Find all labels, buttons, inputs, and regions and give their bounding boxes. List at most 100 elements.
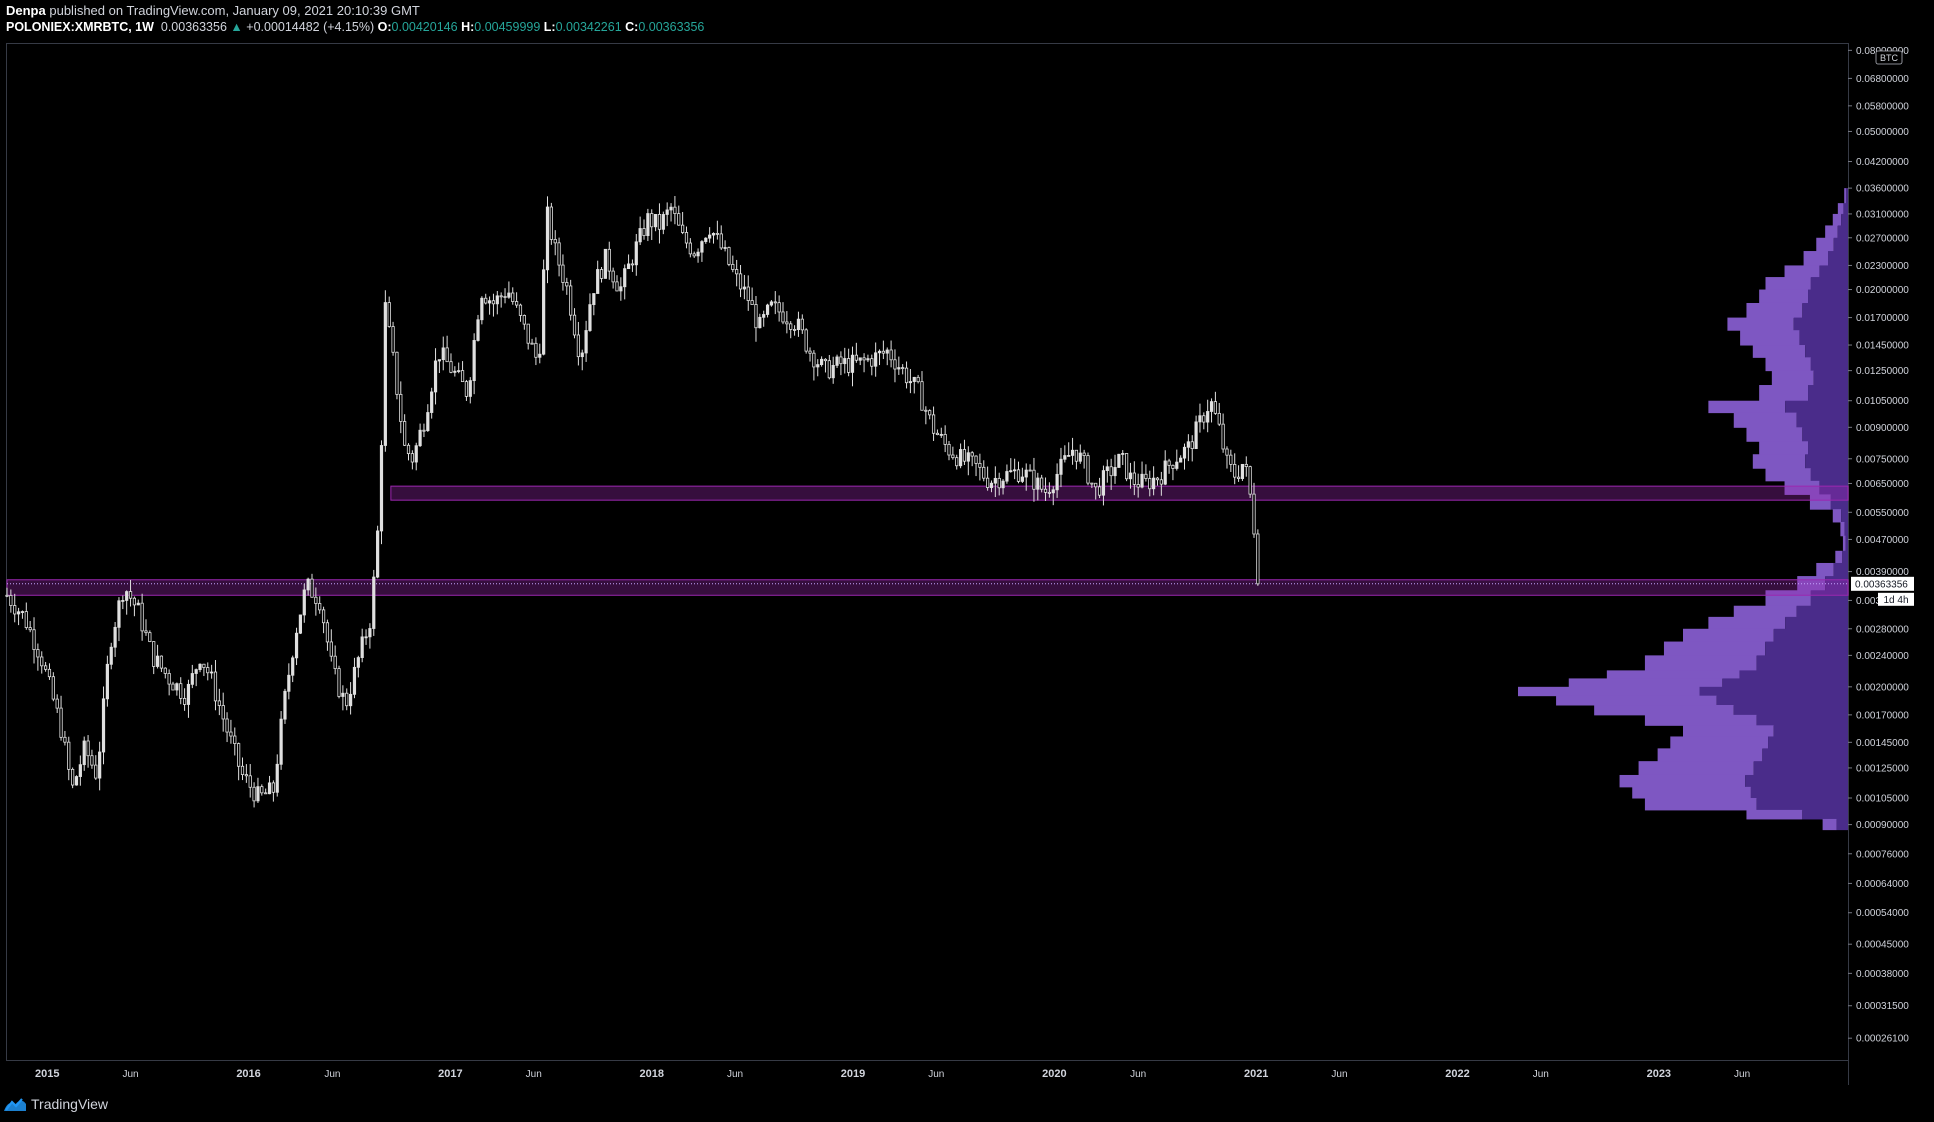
volume-profile-bar xyxy=(1644,714,1757,726)
time-tick-label: Jun xyxy=(1130,1069,1146,1080)
candle-body xyxy=(310,578,314,598)
candle xyxy=(248,764,252,798)
candle-body xyxy=(804,329,808,352)
candle-body xyxy=(1082,452,1086,456)
currency-badge[interactable]: BTC xyxy=(1875,50,1903,65)
candle xyxy=(430,387,434,419)
candle xyxy=(229,719,233,744)
candle xyxy=(1055,463,1059,498)
candle xyxy=(136,599,140,606)
price-tick-label: 0.00390000 xyxy=(1856,567,1909,578)
time-axis[interactable]: 2015 Jun 2016 Jun 2017 Jun 2018 Jun 2019 Jun 2020 J… xyxy=(35,1068,1750,1080)
candle-body xyxy=(155,655,160,667)
candle-body xyxy=(588,304,592,331)
candle-body xyxy=(661,214,665,230)
candle-body xyxy=(692,253,696,257)
candle xyxy=(1117,453,1121,468)
candle-body xyxy=(870,358,874,367)
candle-body xyxy=(59,707,63,738)
candle xyxy=(345,688,349,711)
candle-body xyxy=(997,477,1001,489)
author-name[interactable]: Denpa xyxy=(6,3,46,18)
price-tick-label: 0.06800000 xyxy=(1856,74,1909,85)
symbol-label: POLONIEX:XMRBTC, 1W xyxy=(6,20,154,34)
tradingview-logo[interactable]: TradingView xyxy=(4,1092,108,1116)
volume-profile-bar-inner xyxy=(1845,535,1848,552)
candle xyxy=(20,610,25,619)
candle xyxy=(877,349,882,366)
candle-body xyxy=(86,740,90,757)
price-tick-label: 0.00038000 xyxy=(1856,969,1909,980)
candle xyxy=(1221,413,1225,453)
candle-body xyxy=(125,591,129,601)
candle-body xyxy=(542,269,546,355)
support-zone[interactable] xyxy=(390,485,1849,501)
candle xyxy=(414,442,418,471)
candle-body xyxy=(186,683,191,705)
candle-body xyxy=(615,281,619,292)
candle xyxy=(823,358,828,373)
candle-body xyxy=(491,300,496,305)
candle xyxy=(1074,449,1079,470)
volume-profile-bar-inner xyxy=(1841,213,1848,226)
candle-body xyxy=(9,595,13,606)
candle-body xyxy=(128,591,133,599)
candle xyxy=(580,349,584,371)
candle xyxy=(445,335,449,363)
candle-body xyxy=(1016,469,1021,482)
candle-body xyxy=(534,342,538,358)
candle-body xyxy=(182,697,187,705)
candle-body xyxy=(700,241,704,253)
volume-profile-bar xyxy=(1844,188,1847,204)
price-tick-label: 0.04200000 xyxy=(1856,157,1909,168)
time-tick-label: 2019 xyxy=(841,1068,865,1080)
candle xyxy=(310,573,314,598)
volume-profile-bar-inner xyxy=(1765,641,1848,656)
candle-body xyxy=(1198,415,1202,423)
candle xyxy=(773,291,777,315)
support-zone[interactable] xyxy=(6,579,1849,596)
candle-body xyxy=(302,589,306,616)
candle-body xyxy=(445,347,449,363)
candle-body xyxy=(476,319,480,341)
volume-profile-bar xyxy=(1632,786,1751,799)
price-tick-label: 0.02000000 xyxy=(1856,285,1909,296)
candle-body xyxy=(202,663,206,668)
volume-profile-bar-inner xyxy=(1836,818,1848,831)
candle-body xyxy=(136,602,140,606)
candle xyxy=(951,446,955,460)
candle-body xyxy=(16,611,21,615)
candle xyxy=(912,376,916,394)
candle-body xyxy=(681,224,685,233)
candle-body xyxy=(572,314,577,336)
price-tick-label: 0.00470000 xyxy=(1856,535,1909,546)
volume-profile-bar xyxy=(1765,590,1811,607)
candle xyxy=(298,614,303,635)
candle xyxy=(13,593,17,623)
candle xyxy=(256,777,260,803)
time-tick-label: Jun xyxy=(526,1069,542,1080)
candle-body xyxy=(1028,469,1032,472)
time-tick-label: 2015 xyxy=(35,1068,59,1080)
candle-body xyxy=(24,611,28,628)
candle-body xyxy=(669,206,673,211)
candle-body xyxy=(221,705,225,720)
price-tick-label: 0.05000000 xyxy=(1856,127,1909,138)
candle xyxy=(426,404,430,432)
candle-body xyxy=(1152,477,1156,490)
volume-profile-bar-inner xyxy=(1810,590,1848,607)
candle-body xyxy=(229,731,233,737)
candle xyxy=(1217,402,1221,427)
candle xyxy=(792,325,797,336)
candle-body xyxy=(32,629,36,650)
price-axis[interactable]: 0.080000000.068000000.058000000.05000000… xyxy=(1848,46,1909,1045)
price-tick-label: 0.00240000 xyxy=(1856,651,1909,662)
candle xyxy=(630,259,635,272)
candle-body xyxy=(1213,401,1217,414)
candle-body xyxy=(275,763,279,793)
candle xyxy=(314,587,318,616)
candle xyxy=(626,254,631,270)
candle xyxy=(1070,437,1075,465)
candle xyxy=(943,425,947,453)
